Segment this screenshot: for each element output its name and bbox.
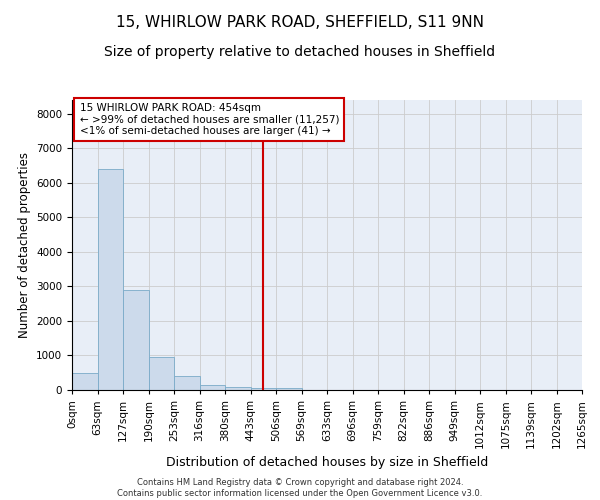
Bar bbox=[174, 376, 199, 390]
Text: 15 WHIRLOW PARK ROAD: 454sqm
← >99% of detached houses are smaller (11,257)
<1% : 15 WHIRLOW PARK ROAD: 454sqm ← >99% of d… bbox=[80, 103, 339, 136]
Bar bbox=[251, 388, 276, 390]
Y-axis label: Number of detached properties: Number of detached properties bbox=[17, 152, 31, 338]
Bar bbox=[225, 386, 251, 390]
Bar bbox=[72, 372, 97, 390]
X-axis label: Distribution of detached houses by size in Sheffield: Distribution of detached houses by size … bbox=[166, 456, 488, 469]
Bar bbox=[97, 169, 123, 390]
Bar bbox=[276, 388, 302, 390]
Text: Contains HM Land Registry data © Crown copyright and database right 2024.
Contai: Contains HM Land Registry data © Crown c… bbox=[118, 478, 482, 498]
Bar bbox=[199, 385, 225, 390]
Text: Size of property relative to detached houses in Sheffield: Size of property relative to detached ho… bbox=[104, 45, 496, 59]
Text: 15, WHIRLOW PARK ROAD, SHEFFIELD, S11 9NN: 15, WHIRLOW PARK ROAD, SHEFFIELD, S11 9N… bbox=[116, 15, 484, 30]
Bar bbox=[123, 290, 149, 390]
Bar bbox=[149, 357, 174, 390]
